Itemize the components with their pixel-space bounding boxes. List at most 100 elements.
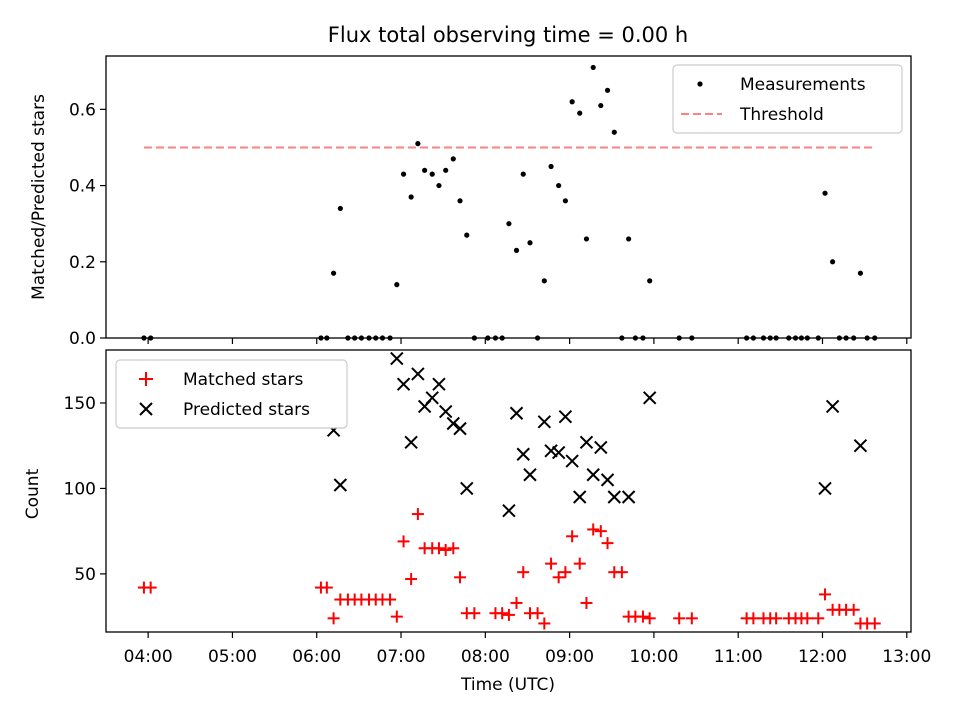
predicted-stars-point xyxy=(333,478,348,492)
legend-matched-label: Matched stars xyxy=(183,370,303,390)
matched-stars-point xyxy=(573,557,586,570)
measurement-point xyxy=(604,87,611,93)
measurement-point xyxy=(798,335,805,341)
measurement-point xyxy=(506,221,512,227)
measurement-point xyxy=(387,335,393,341)
x-tick-label: 12:00 xyxy=(798,647,847,667)
matched-stars-point xyxy=(405,573,418,586)
predicted-stars-point xyxy=(446,416,460,431)
measurement-point xyxy=(562,198,568,204)
matched-stars-point xyxy=(144,581,157,594)
matched-stars-point xyxy=(384,593,397,606)
measurement-point xyxy=(556,182,562,189)
measurement-point xyxy=(626,236,632,242)
predicted-stars-point xyxy=(565,454,579,468)
measurement-point xyxy=(676,335,682,341)
predicted-stars-point xyxy=(825,399,840,414)
measurement-point xyxy=(527,240,533,246)
measurement-point xyxy=(590,64,596,71)
x-tick-label: 10:00 xyxy=(629,647,678,667)
measurement-point xyxy=(429,171,435,177)
matched-stars-point xyxy=(636,610,649,623)
bottom-axis-ticks: 50 100 150 04:00 05:00 06:00 07:00 08:00 09:00 10… xyxy=(64,394,932,667)
predicted-stars-point xyxy=(404,435,418,449)
top-y-axis-label: Matched/Predicted stars xyxy=(29,94,49,300)
matched-stars-point xyxy=(643,612,656,625)
x-tick-label: 07:00 xyxy=(377,647,426,667)
matched-stars-point xyxy=(510,596,523,609)
predicted-stars-point xyxy=(523,468,537,482)
y-tick-label: 0.2 xyxy=(69,253,96,273)
matched-stars-point xyxy=(552,571,565,584)
matched-stars-point xyxy=(847,603,860,616)
measurement-point xyxy=(569,99,575,105)
matched-stars-point xyxy=(615,566,628,579)
matched-stars-point xyxy=(496,607,509,620)
predicted-stars-point xyxy=(818,481,832,496)
legend-measurements-marker xyxy=(697,81,703,87)
measurement-point xyxy=(804,335,810,341)
predicted-stars-point xyxy=(460,481,474,496)
measurement-point xyxy=(499,335,505,341)
x-tick-label: 13:00 xyxy=(882,647,931,667)
measurement-point xyxy=(324,335,330,341)
matched-stars-point xyxy=(517,566,530,579)
measurement-point xyxy=(773,335,779,341)
bottom-data-marks xyxy=(137,351,881,630)
predicted-stars-point xyxy=(558,409,573,424)
matched-stars-point xyxy=(594,525,607,538)
matched-stars-point xyxy=(801,612,814,625)
measurement-point xyxy=(492,335,499,341)
predicted-stars-point xyxy=(509,406,524,420)
top-legend: Measurements Threshold xyxy=(672,64,903,134)
measurement-point xyxy=(598,102,604,109)
measurement-point xyxy=(318,335,324,341)
legend-measurements-label: Measurements xyxy=(740,75,866,95)
predicted-stars-point xyxy=(594,440,608,455)
x-tick-label: 06:00 xyxy=(292,647,341,667)
predicted-stars-point xyxy=(438,404,453,419)
measurement-point xyxy=(408,194,414,200)
legend-predicted-label: Predicted stars xyxy=(183,400,310,420)
x-tick-label: 08:00 xyxy=(461,647,510,667)
chart-title: Flux total observing time = 0.00 h xyxy=(328,23,688,47)
top-legend-box xyxy=(672,64,903,134)
matched-stars-point xyxy=(812,612,825,625)
matched-stars-point xyxy=(587,523,600,536)
matched-stars-point xyxy=(747,612,760,625)
matched-stars-point xyxy=(411,508,424,521)
measurement-point xyxy=(786,335,792,341)
predicted-stars-point xyxy=(853,439,868,453)
bottom-legend: Matched stars Predicted stars xyxy=(115,359,348,429)
y-tick-label: 0.4 xyxy=(69,177,96,197)
matched-stars-point xyxy=(601,537,614,550)
legend-predicted-marker xyxy=(139,402,153,416)
matched-stars-point xyxy=(439,543,452,556)
x-axis-label: Time (UTC) xyxy=(460,675,555,695)
measurement-point xyxy=(857,270,864,276)
matched-stars-point xyxy=(673,612,686,625)
legend-threshold-label: Threshold xyxy=(739,105,824,125)
measurement-point xyxy=(541,278,547,284)
matched-stars-point xyxy=(538,617,551,630)
measurement-point xyxy=(520,171,526,177)
measurement-point xyxy=(450,156,456,162)
measurement-point xyxy=(843,335,849,341)
measurement-point xyxy=(830,259,836,265)
matched-stars-point xyxy=(819,588,832,601)
measurement-point xyxy=(400,171,407,177)
matched-stars-point xyxy=(566,530,579,543)
measurement-point xyxy=(632,335,638,341)
predicted-stars-point xyxy=(396,377,411,391)
x-tick-label: 11:00 xyxy=(714,647,763,667)
matched-stars-point xyxy=(447,542,460,555)
measurement-point xyxy=(689,335,695,341)
predicted-stars-point xyxy=(502,503,516,518)
bottom-panel: 50 100 150 04:00 05:00 06:00 07:00 08:00 09:00 10… xyxy=(23,349,932,695)
measurement-point xyxy=(792,335,799,341)
measurement-point xyxy=(548,163,554,170)
measurement-point xyxy=(471,335,477,341)
measurement-point xyxy=(750,335,756,341)
measurement-point xyxy=(352,335,358,341)
